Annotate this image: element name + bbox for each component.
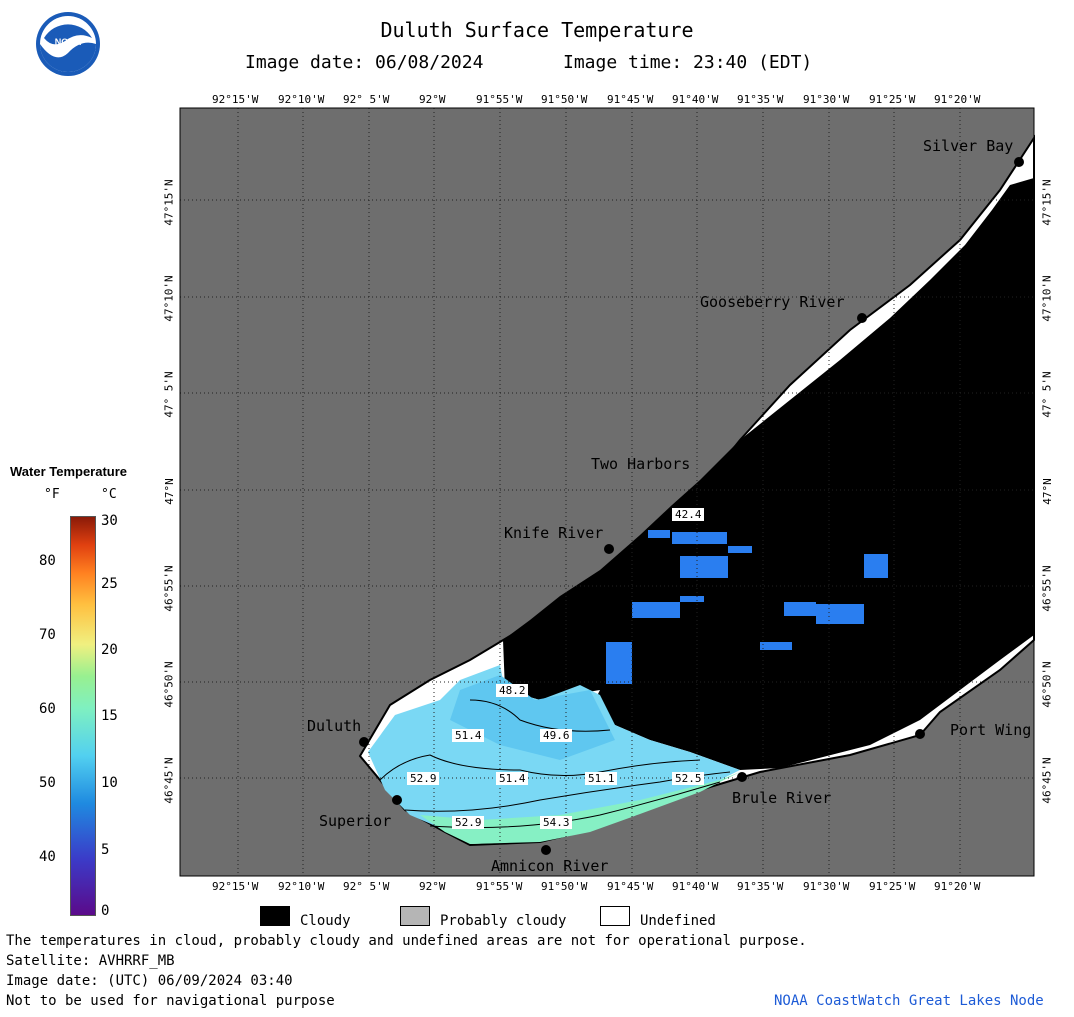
lon-tick: 91°45'W bbox=[607, 880, 654, 893]
lon-tick: 91°45'W bbox=[607, 93, 654, 106]
place-markers bbox=[359, 157, 1024, 855]
lon-tick: 91°40'W bbox=[672, 93, 719, 106]
temperature-label: 51.4 bbox=[499, 772, 526, 785]
legend-c-tick: 25 bbox=[101, 576, 118, 592]
place-two-harbors: Two Harbors bbox=[591, 455, 691, 473]
lon-tick: 91°20'W bbox=[934, 93, 981, 106]
lat-tick: 46°55'N bbox=[162, 565, 176, 612]
lon-tick: 91°25'W bbox=[869, 93, 916, 106]
probably-cloudy-label: Probably cloudy bbox=[440, 913, 567, 929]
cloudy-swatch bbox=[260, 906, 290, 926]
legend-f-tick: 70 bbox=[39, 627, 56, 643]
lat-tick: 47°15'N bbox=[162, 179, 176, 226]
lon-tick: 91°55'W bbox=[476, 93, 523, 106]
lat-tick: 47° 5'N bbox=[162, 371, 176, 418]
footer-navigation-note: Not to be used for navigational purpose bbox=[6, 993, 335, 1009]
lat-tick: 47°N bbox=[162, 478, 176, 505]
legend-title: Water Temperature bbox=[10, 464, 128, 479]
lon-tick: 91°50'W bbox=[541, 880, 588, 893]
lat-tick: 47°10'N bbox=[1040, 275, 1054, 322]
lat-tick: 47°15'N bbox=[1040, 179, 1054, 226]
legend-c-tick: 10 bbox=[101, 775, 118, 791]
lon-tick: 92° 5'W bbox=[343, 880, 390, 893]
legend-color-bar bbox=[70, 516, 96, 916]
lon-tick: 92°W bbox=[419, 93, 446, 106]
legend-f-tick: 40 bbox=[39, 849, 56, 865]
probably-cloudy-swatch bbox=[400, 906, 430, 926]
place-silver-bay: Silver Bay bbox=[923, 137, 1014, 155]
lon-tick: 92°15'W bbox=[212, 880, 259, 893]
temperature-label: 51.1 bbox=[588, 772, 615, 785]
temperature-label: 52.5 bbox=[675, 772, 702, 785]
cloudy-label: Cloudy bbox=[300, 913, 351, 929]
temperature-label: 54.3 bbox=[543, 816, 570, 829]
place-amnicon-river: Amnicon River bbox=[491, 857, 609, 875]
place-brule-river: Brule River bbox=[732, 789, 832, 807]
lon-tick: 92°15'W bbox=[212, 93, 259, 106]
legend-c-tick: 0 bbox=[101, 903, 110, 919]
legend-f-tick: 80 bbox=[39, 553, 56, 569]
lon-tick: 91°35'W bbox=[737, 93, 784, 106]
place-knife-river: Knife River bbox=[504, 524, 604, 542]
temperature-label: 49.6 bbox=[543, 729, 570, 742]
lon-tick: 91°50'W bbox=[541, 93, 588, 106]
lat-tick: 46°45'N bbox=[162, 757, 176, 804]
legend-c-tick: 20 bbox=[101, 642, 118, 658]
logo-text: NOAA bbox=[55, 37, 82, 47]
legend-c-tick: 30 bbox=[101, 513, 118, 529]
place-duluth: Duluth bbox=[307, 717, 362, 735]
footer-credit: NOAA CoastWatch Great Lakes Node bbox=[774, 993, 1044, 1009]
lon-tick: 91°30'W bbox=[803, 880, 850, 893]
footer-utc-date: Image date: (UTC) 06/09/2024 03:40 bbox=[6, 973, 293, 989]
temperature-label: 52.9 bbox=[455, 816, 482, 829]
noaa-logo: NOAA bbox=[36, 12, 100, 76]
lon-tick: 91°40'W bbox=[672, 880, 719, 893]
lon-tick: 92°W bbox=[419, 880, 446, 893]
lon-tick: 91°25'W bbox=[869, 880, 916, 893]
image-time: Image time: 23:40 (EDT) bbox=[563, 52, 813, 73]
place-port-wing: Port Wing bbox=[950, 721, 1032, 739]
water-warm-band bbox=[420, 772, 740, 844]
legend-f-tick: 60 bbox=[39, 701, 56, 717]
lat-tick: 47° 5'N bbox=[1040, 371, 1054, 418]
lon-tick: 91°55'W bbox=[476, 880, 523, 893]
lon-tick: 92°10'W bbox=[278, 93, 325, 106]
page-title: Duluth Surface Temperature bbox=[380, 18, 694, 42]
legend-f-tick: 50 bbox=[39, 775, 56, 791]
footer-disclaimer: The temperatures in cloud, probably clou… bbox=[6, 933, 807, 949]
place-gooseberry-river: Gooseberry River bbox=[700, 293, 845, 311]
lon-tick: 91°20'W bbox=[934, 880, 981, 893]
lat-tick: 46°50'N bbox=[162, 661, 176, 708]
lat-tick: 46°50'N bbox=[1040, 661, 1054, 708]
footer-satellite: Satellite: AVHRRF_MB bbox=[6, 953, 175, 969]
undefined-swatch bbox=[600, 906, 630, 926]
image-date: Image date: 06/08/2024 bbox=[245, 52, 484, 73]
lat-tick: 46°55'N bbox=[1040, 565, 1054, 612]
temperature-label: 42.4 bbox=[675, 508, 702, 521]
undefined-label: Undefined bbox=[640, 913, 716, 929]
temperature-label: 52.9 bbox=[410, 772, 437, 785]
lon-tick: 92°10'W bbox=[278, 880, 325, 893]
legend-unit-c: °C bbox=[101, 487, 117, 502]
legend-c-tick: 5 bbox=[101, 842, 110, 858]
lat-tick: 46°45'N bbox=[1040, 757, 1054, 804]
cloud-area bbox=[503, 178, 1034, 770]
legend-unit-f: °F bbox=[44, 487, 60, 502]
lon-tick: 91°35'W bbox=[737, 880, 784, 893]
lat-tick: 47°10'N bbox=[162, 275, 176, 322]
temp-label-boxes bbox=[407, 508, 704, 829]
lat-tick: 47°N bbox=[1040, 478, 1054, 505]
water-cool-patch bbox=[450, 675, 615, 760]
place-superior: Superior bbox=[319, 812, 392, 830]
temperature-label: 51.4 bbox=[455, 729, 482, 742]
lon-tick: 92° 5'W bbox=[343, 93, 390, 106]
legend-c-tick: 15 bbox=[101, 708, 118, 724]
graticule bbox=[180, 108, 1034, 876]
lon-tick: 91°30'W bbox=[803, 93, 850, 106]
cold-water-patches bbox=[606, 530, 888, 684]
temperature-label: 48.2 bbox=[499, 684, 526, 697]
